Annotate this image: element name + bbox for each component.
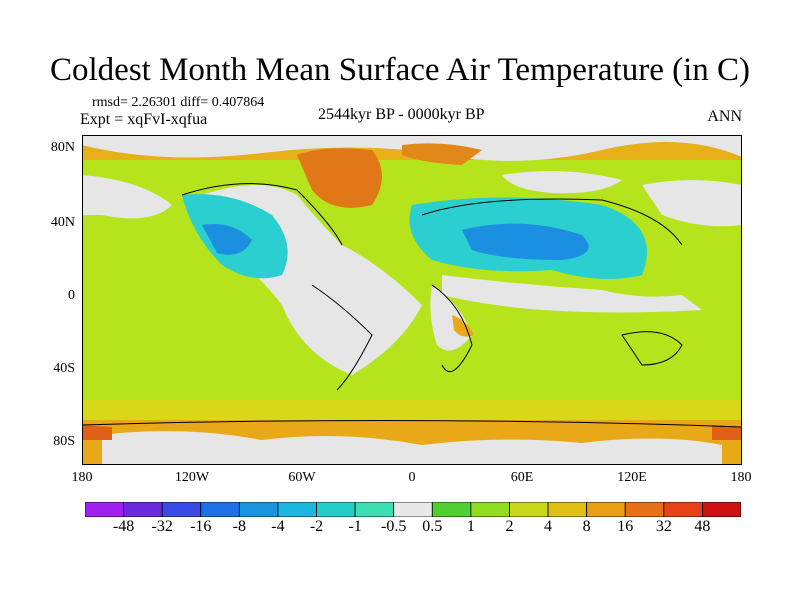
africa-warm bbox=[452, 315, 474, 337]
lon-label: 180 bbox=[71, 470, 93, 485]
colorbar-swatch bbox=[586, 502, 626, 517]
lon-label: 0 bbox=[408, 470, 416, 485]
colorbar-swatch bbox=[238, 502, 279, 517]
lat-label: 80N bbox=[50, 140, 75, 155]
colorbar-swatch bbox=[354, 502, 395, 517]
colorbar-swatch bbox=[123, 502, 163, 517]
experiment-label: Expt = xqFvI-xqfua bbox=[80, 111, 208, 128]
colorbar-label: -48 bbox=[112, 518, 135, 535]
antarctic-gray bbox=[102, 431, 722, 465]
colorbar-label: 48 bbox=[694, 518, 711, 535]
colorbar-label: 1 bbox=[466, 518, 475, 535]
lat-label: 0 bbox=[68, 288, 75, 303]
colorbar-label: -16 bbox=[190, 518, 212, 535]
stats-label: rmsd= 2.26301 diff= 0.407864 bbox=[92, 95, 265, 110]
colorbar-label: 4 bbox=[544, 518, 553, 535]
eurasia-gray bbox=[502, 171, 622, 194]
colorbar-label: 32 bbox=[655, 518, 672, 535]
season-label: ANN bbox=[707, 108, 742, 125]
lon-label: 120W bbox=[174, 470, 210, 485]
colorbar-label: 16 bbox=[617, 518, 634, 535]
colorbar-label: -1 bbox=[348, 518, 362, 535]
colorbar-label: 8 bbox=[582, 518, 591, 535]
colorbar-swatch bbox=[316, 502, 356, 517]
lon-label: 180 bbox=[730, 470, 752, 485]
colorbar-swatch bbox=[431, 502, 472, 517]
page-title: Coldest Month Mean Surface Air Temperatu… bbox=[50, 52, 750, 88]
colorbar-swatch bbox=[85, 502, 124, 517]
colorbar-swatch bbox=[393, 502, 433, 517]
colorbar-swatch bbox=[470, 502, 510, 517]
antarctic-red bbox=[82, 425, 112, 440]
colorbar-swatch bbox=[200, 502, 240, 517]
colorbar-label: -0.5 bbox=[381, 518, 407, 535]
antarctic-red2 bbox=[712, 425, 742, 440]
colorbar-swatch bbox=[702, 502, 741, 517]
lon-label: 60E bbox=[510, 470, 534, 485]
colorbar-label: -32 bbox=[151, 518, 173, 535]
greenland-warm bbox=[297, 148, 382, 208]
tropics-gray bbox=[442, 275, 702, 313]
colorbar-swatch bbox=[161, 502, 202, 517]
colorbar bbox=[85, 502, 741, 517]
colorbar-label: -8 bbox=[232, 518, 246, 535]
temperature-map bbox=[82, 135, 742, 465]
colorbar-swatch bbox=[663, 502, 703, 517]
colorbar-label: -4 bbox=[271, 518, 285, 535]
lat-label: 80S bbox=[53, 434, 75, 449]
colorbar-swatch bbox=[547, 502, 588, 517]
lat-label: 40N bbox=[50, 215, 75, 230]
lon-label: 120E bbox=[617, 470, 647, 485]
arctic-warm bbox=[402, 143, 482, 165]
npac-gray2 bbox=[642, 180, 742, 227]
period-label: 2544kyr BP - 0000kyr BP bbox=[318, 106, 485, 123]
lon-label: 60W bbox=[288, 470, 316, 485]
colorbar-swatch bbox=[509, 502, 549, 517]
eurasia-blue bbox=[462, 223, 589, 260]
coastline bbox=[82, 183, 742, 428]
colorbar-swatch bbox=[277, 502, 317, 517]
colorbar-label: 2 bbox=[505, 518, 514, 535]
lat-label: 40S bbox=[53, 361, 75, 376]
samerica-gray bbox=[312, 285, 382, 365]
colorbar-swatch bbox=[624, 502, 665, 517]
colorbar-label: 0.5 bbox=[422, 518, 443, 535]
colorbar-label: -2 bbox=[309, 518, 324, 535]
map-frame bbox=[82, 135, 742, 465]
npac-gray bbox=[82, 175, 172, 219]
namerica-blue bbox=[202, 224, 252, 255]
